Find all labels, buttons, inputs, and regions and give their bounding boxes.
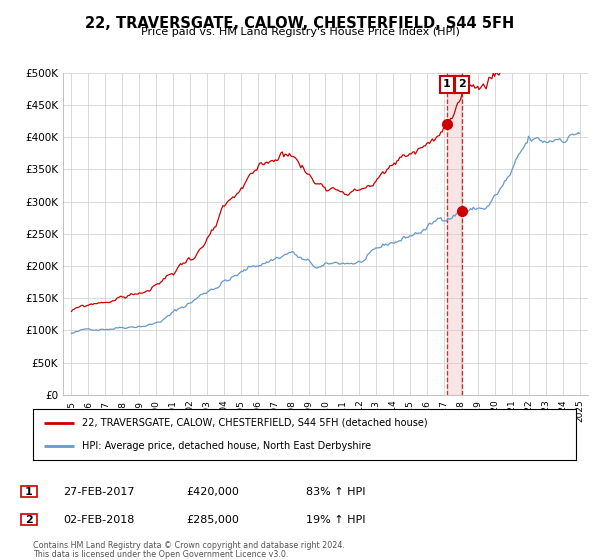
Text: 2: 2: [458, 80, 466, 90]
Text: £420,000: £420,000: [186, 487, 239, 497]
Text: 83% ↑ HPI: 83% ↑ HPI: [306, 487, 365, 497]
Text: 22, TRAVERSGATE, CALOW, CHESTERFIELD, S44 5FH (detached house): 22, TRAVERSGATE, CALOW, CHESTERFIELD, S4…: [82, 418, 427, 428]
Text: 02-FEB-2018: 02-FEB-2018: [63, 515, 134, 525]
Bar: [446, 73, 463, 395]
Text: 2: 2: [25, 515, 32, 525]
Text: HPI: Average price, detached house, North East Derbyshire: HPI: Average price, detached house, Nort…: [82, 441, 371, 451]
Text: £285,000: £285,000: [186, 515, 239, 525]
Text: 1: 1: [25, 487, 32, 497]
Text: This data is licensed under the Open Government Licence v3.0.: This data is licensed under the Open Gov…: [33, 550, 289, 559]
Text: 19% ↑ HPI: 19% ↑ HPI: [306, 515, 365, 525]
Text: 27-FEB-2017: 27-FEB-2017: [63, 487, 134, 497]
Text: Contains HM Land Registry data © Crown copyright and database right 2024.: Contains HM Land Registry data © Crown c…: [33, 541, 345, 550]
Text: 22, TRAVERSGATE, CALOW, CHESTERFIELD, S44 5FH: 22, TRAVERSGATE, CALOW, CHESTERFIELD, S4…: [85, 16, 515, 31]
Text: 1: 1: [443, 80, 451, 90]
Text: Price paid vs. HM Land Registry's House Price Index (HPI): Price paid vs. HM Land Registry's House …: [140, 27, 460, 37]
